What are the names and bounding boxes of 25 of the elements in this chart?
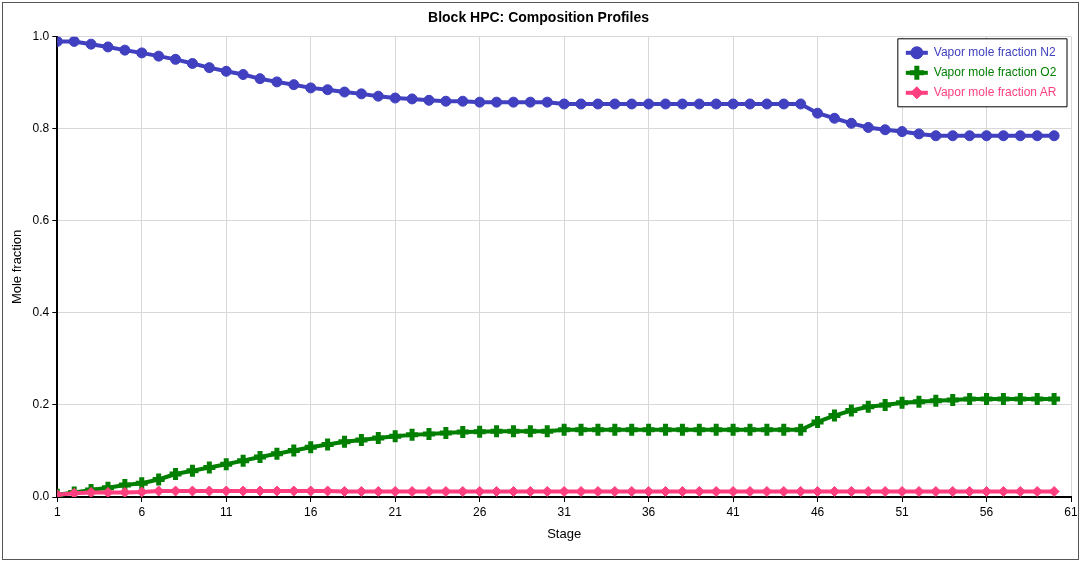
x-axis-title: Stage — [547, 525, 582, 541]
y-axis-title: Mole fraction — [9, 229, 25, 305]
legend-label: Vapor mole fraction AR — [933, 85, 1057, 100]
x-tick-label: 51 — [895, 504, 910, 519]
x-tick-label: 21 — [388, 504, 403, 519]
y-tick-label: 0.4 — [32, 305, 50, 320]
x-tick-label: 1 — [53, 504, 61, 519]
x-tick-label: 6 — [138, 504, 146, 519]
x-tick-label: 26 — [472, 504, 487, 519]
y-tick-label: 1.0 — [32, 29, 50, 44]
x-tick-label: 16 — [304, 504, 318, 519]
x-tick-label: 56 — [979, 504, 994, 519]
y-tick-label: 0.6 — [32, 213, 50, 228]
x-tick-label: 11 — [220, 504, 233, 519]
legend-label: Vapor mole fraction N2 — [933, 45, 1056, 60]
y-tick-label: 0.2 — [32, 397, 50, 412]
x-tick-label: 61 — [1064, 504, 1078, 519]
chart-title: Block HPC: Composition Profiles — [428, 9, 650, 26]
x-tick-label: 41 — [726, 504, 741, 519]
x-tick-label: 31 — [557, 504, 572, 519]
legend-label: Vapor mole fraction O2 — [933, 65, 1057, 80]
x-tick-label: 36 — [641, 504, 656, 519]
y-tick-label: 0.8 — [32, 121, 50, 136]
y-tick-label: 0.0 — [32, 489, 50, 504]
x-tick-label: 46 — [810, 504, 825, 519]
